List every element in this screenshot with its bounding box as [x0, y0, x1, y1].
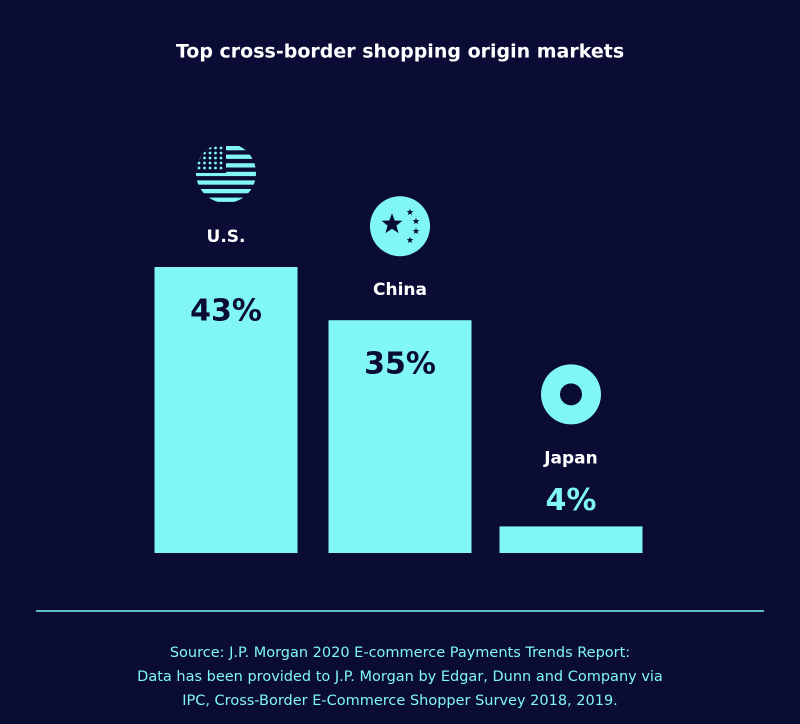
flag-star: [219, 151, 223, 155]
category-label: China: [373, 280, 427, 300]
star: [406, 236, 414, 244]
star: [412, 227, 420, 235]
value-label: 4%: [546, 483, 597, 518]
flag-star: [219, 146, 223, 150]
flag-star: [208, 156, 212, 160]
flag-star: [214, 146, 217, 150]
flag-sun: [560, 383, 582, 406]
flag-star: [214, 151, 217, 155]
category-label: U.S.: [207, 227, 246, 247]
flag-star: [219, 161, 223, 165]
flag-star: [214, 156, 217, 160]
bar: [499, 526, 643, 553]
flag-star: [214, 166, 217, 170]
flag-star: [203, 166, 206, 170]
category-label: Japan: [543, 448, 598, 468]
flag-star: [208, 166, 212, 170]
flag-star: [208, 161, 212, 165]
flag-star: [219, 156, 223, 160]
flag-stripe: [196, 171, 256, 177]
bar: [328, 320, 472, 553]
star: [412, 217, 420, 225]
flag-star: [197, 166, 201, 170]
flag-star: [208, 151, 212, 155]
value-label: 35%: [364, 347, 436, 382]
star: [406, 208, 414, 216]
flag-stripe: [196, 180, 256, 185]
chart-title: Top cross-border shopping origin markets: [176, 41, 624, 63]
source-line: IPC, Cross-Border E-Commerce Shopper Sur…: [182, 693, 618, 709]
flag-star: [197, 161, 201, 165]
flag-bg: [370, 196, 430, 257]
flag-star: [219, 166, 223, 170]
source-line: Data has been provided to J.P. Morgan by…: [137, 669, 663, 685]
flag-icon: [370, 196, 430, 257]
flag-star: [203, 161, 206, 165]
flag-clip: [196, 143, 256, 203]
flag-stripe: [196, 197, 256, 202]
value-label: 43%: [190, 294, 262, 329]
flag-star: [203, 156, 206, 160]
flag-icon: [541, 364, 601, 425]
star: [381, 213, 403, 234]
bar: [154, 267, 298, 553]
source-line: Source: J.P. Morgan 2020 E-commerce Paym…: [170, 645, 630, 661]
flag-stripe: [196, 189, 256, 194]
flag-star: [214, 161, 217, 165]
flag-icon: [196, 143, 256, 203]
